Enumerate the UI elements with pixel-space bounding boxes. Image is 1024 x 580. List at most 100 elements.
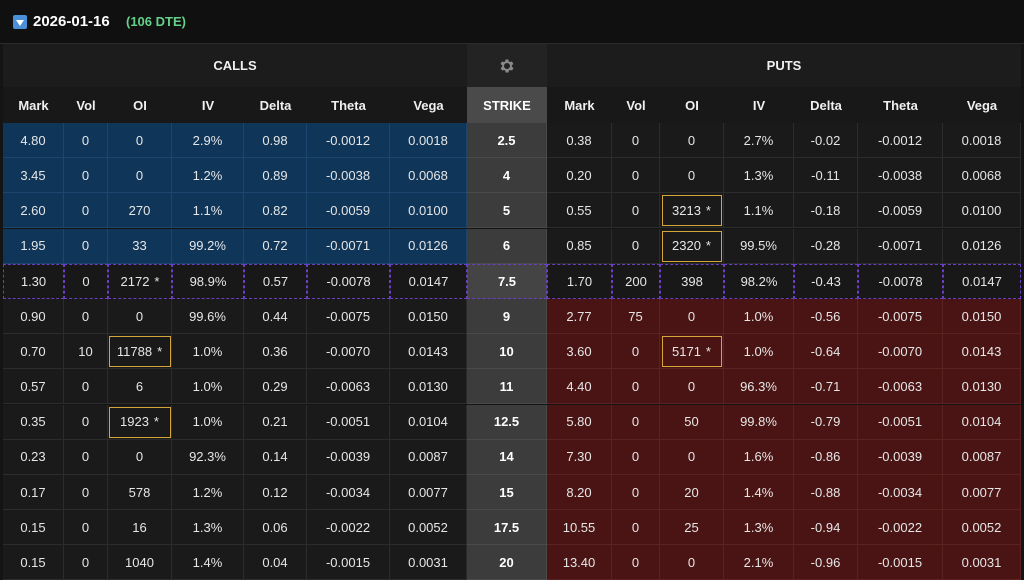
call-vol-cell[interactable]: 0 — [64, 475, 108, 510]
put-iv-cell[interactable]: 99.5% — [724, 228, 794, 264]
call-delta-cell[interactable]: 0.21 — [244, 404, 307, 440]
put-delta-cell[interactable]: -0.94 — [794, 510, 858, 546]
call-delta-cell[interactable]: 0.06 — [244, 510, 307, 546]
put-iv-cell[interactable]: 1.3% — [724, 158, 794, 194]
call-vega-cell[interactable]: 0.0100 — [390, 193, 467, 229]
call-oi-cell[interactable]: 0 — [108, 158, 172, 194]
call-vega-cell[interactable]: 0.0147 — [390, 263, 467, 299]
put-mark-cell[interactable]: 0.38 — [547, 123, 612, 158]
call-oi-cell[interactable]: 2172 * — [108, 263, 172, 299]
put-mark-cell[interactable]: 0.55 — [547, 193, 612, 229]
call-theta-cell[interactable]: -0.0034 — [307, 475, 390, 510]
put-theta-cell[interactable]: -0.0012 — [858, 123, 943, 158]
option-chain-row[interactable]: 0.15 0 1040 1.4% 0.04 -0.0015 0.0031 20 13.40 0 0 2… — [0, 545, 1024, 580]
put-theta-cell[interactable]: -0.0075 — [858, 299, 943, 334]
call-vega-cell[interactable]: 0.0104 — [390, 404, 467, 440]
put-vol-cell[interactable]: 0 — [612, 475, 660, 510]
call-theta-cell[interactable]: -0.0071 — [307, 228, 390, 264]
call-oi-cell[interactable]: 0 — [108, 299, 172, 334]
call-mark-cell[interactable]: 0.57 — [3, 369, 64, 405]
option-chain-row[interactable]: 0.57 0 6 1.0% 0.29 -0.0063 0.0130 11 4.40 0 0 96.3%… — [0, 369, 1024, 405]
put-delta-cell[interactable]: -0.96 — [794, 545, 858, 580]
put-delta-cell[interactable]: -0.28 — [794, 228, 858, 264]
put-theta-cell[interactable]: -0.0078 — [858, 263, 943, 299]
put-vega-cell[interactable]: 0.0068 — [943, 158, 1021, 194]
put-vol-cell[interactable]: 0 — [612, 123, 660, 158]
put-oi-cell[interactable]: 0 — [660, 545, 724, 580]
call-col-vol-header[interactable]: Vol — [64, 87, 108, 123]
call-theta-cell[interactable]: -0.0075 — [307, 299, 390, 334]
put-col-oi-header[interactable]: OI — [660, 87, 724, 123]
put-iv-cell[interactable]: 2.7% — [724, 123, 794, 158]
call-vol-cell[interactable]: 0 — [64, 545, 108, 580]
call-vega-cell[interactable]: 0.0150 — [390, 299, 467, 334]
put-col-theta-header[interactable]: Theta — [858, 87, 943, 123]
put-delta-cell[interactable]: -0.79 — [794, 404, 858, 440]
put-delta-cell[interactable]: -0.43 — [794, 263, 858, 299]
call-col-mark-header[interactable]: Mark — [3, 87, 64, 123]
put-delta-cell[interactable]: -0.11 — [794, 158, 858, 194]
put-mark-cell[interactable]: 5.80 — [547, 404, 612, 440]
put-oi-cell[interactable]: 0 — [660, 369, 724, 405]
put-iv-cell[interactable]: 1.6% — [724, 439, 794, 475]
call-mark-cell[interactable]: 0.35 — [3, 404, 64, 440]
call-delta-cell[interactable]: 0.04 — [244, 545, 307, 580]
option-chain-row[interactable]: 0.35 0 1923 * 1.0% 0.21 -0.0051 0.0104 12.5 5.80 0… — [0, 404, 1024, 440]
call-theta-cell[interactable]: -0.0063 — [307, 369, 390, 405]
call-theta-cell[interactable]: -0.0012 — [307, 123, 390, 158]
put-vol-cell[interactable]: 0 — [612, 510, 660, 546]
call-theta-cell[interactable]: -0.0039 — [307, 439, 390, 475]
put-theta-cell[interactable]: -0.0063 — [858, 369, 943, 405]
call-mark-cell[interactable]: 2.60 — [3, 193, 64, 229]
put-delta-cell[interactable]: -0.02 — [794, 123, 858, 158]
put-vol-cell[interactable]: 0 — [612, 334, 660, 370]
option-chain-row[interactable]: 0.17 0 578 1.2% 0.12 -0.0034 0.0077 15 8.20 0 20 1.… — [0, 475, 1024, 510]
put-vol-cell[interactable]: 0 — [612, 404, 660, 440]
call-theta-cell[interactable]: -0.0015 — [307, 545, 390, 580]
put-vega-cell[interactable]: 0.0018 — [943, 123, 1021, 158]
call-vol-cell[interactable]: 0 — [64, 228, 108, 264]
strike-cell[interactable]: 2.5 — [467, 123, 547, 158]
expand-triangle-icon[interactable] — [13, 15, 27, 29]
put-iv-cell[interactable]: 98.2% — [724, 263, 794, 299]
call-mark-cell[interactable]: 4.80 — [3, 123, 64, 158]
call-col-delta-header[interactable]: Delta — [244, 87, 307, 123]
put-theta-cell[interactable]: -0.0071 — [858, 228, 943, 264]
put-delta-cell[interactable]: -0.88 — [794, 475, 858, 510]
call-iv-cell[interactable]: 1.2% — [172, 475, 244, 510]
call-delta-cell[interactable]: 0.12 — [244, 475, 307, 510]
call-iv-cell[interactable]: 1.4% — [172, 545, 244, 580]
call-delta-cell[interactable]: 0.14 — [244, 439, 307, 475]
call-vol-cell[interactable]: 0 — [64, 299, 108, 334]
call-oi-cell[interactable]: 11788 * — [108, 334, 172, 370]
call-vega-cell[interactable]: 0.0068 — [390, 158, 467, 194]
strike-cell[interactable]: 6 — [467, 228, 547, 264]
strike-cell[interactable]: 7.5 — [467, 263, 547, 299]
put-theta-cell[interactable]: -0.0051 — [858, 404, 943, 440]
put-vol-cell[interactable]: 0 — [612, 545, 660, 580]
call-vega-cell[interactable]: 0.0052 — [390, 510, 467, 546]
call-iv-cell[interactable]: 1.1% — [172, 193, 244, 229]
put-oi-cell[interactable]: 5171 * — [660, 334, 724, 370]
option-chain-row[interactable]: 1.30 0 2172 * 98.9% 0.57 -0.0078 0.0147 7.5 1.70 2… — [0, 263, 1024, 299]
put-iv-cell[interactable]: 1.0% — [724, 299, 794, 334]
put-iv-cell[interactable]: 1.0% — [724, 334, 794, 370]
call-delta-cell[interactable]: 0.57 — [244, 263, 307, 299]
put-theta-cell[interactable]: -0.0070 — [858, 334, 943, 370]
put-col-delta-header[interactable]: Delta — [794, 87, 858, 123]
put-theta-cell[interactable]: -0.0039 — [858, 439, 943, 475]
put-mark-cell[interactable]: 3.60 — [547, 334, 612, 370]
put-theta-cell[interactable]: -0.0015 — [858, 545, 943, 580]
put-theta-cell[interactable]: -0.0059 — [858, 193, 943, 229]
put-mark-cell[interactable]: 2.77 — [547, 299, 612, 334]
put-iv-cell[interactable]: 1.3% — [724, 510, 794, 546]
call-mark-cell[interactable]: 1.95 — [3, 228, 64, 264]
call-oi-cell[interactable]: 0 — [108, 439, 172, 475]
option-chain-row[interactable]: 4.80 0 0 2.9% 0.98 -0.0012 0.0018 2.5 0.38 0 0 2.7%… — [0, 123, 1024, 158]
expiration-header[interactable]: 2026-01-16 (106 DTE) — [0, 0, 1024, 44]
call-theta-cell[interactable]: -0.0070 — [307, 334, 390, 370]
call-iv-cell[interactable]: 1.0% — [172, 404, 244, 440]
call-col-theta-header[interactable]: Theta — [307, 87, 390, 123]
call-iv-cell[interactable]: 92.3% — [172, 439, 244, 475]
call-vol-cell[interactable]: 0 — [64, 158, 108, 194]
